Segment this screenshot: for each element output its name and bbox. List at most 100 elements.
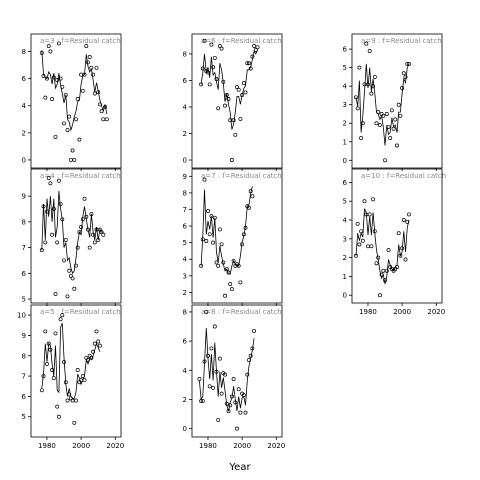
y-tick-label: 0 [183, 425, 187, 433]
y-tick-label: 5 [183, 239, 187, 247]
data-point [395, 265, 399, 269]
data-point [62, 258, 66, 263]
y-tick-label: 7 [22, 373, 26, 381]
data-point [396, 231, 401, 236]
panel-strip-label: a=10 : f=Residual catch [361, 172, 446, 180]
data-point [89, 65, 94, 70]
data-point [209, 42, 214, 47]
data-point [359, 229, 364, 234]
data-point [362, 82, 367, 87]
data-point [89, 212, 94, 217]
data-point [381, 113, 386, 118]
y-tick-label: 0 [343, 157, 347, 165]
data-point [74, 398, 78, 403]
y-tick-label: 2 [343, 254, 347, 262]
y-tick-label: 6 [22, 393, 27, 401]
data-point [74, 263, 78, 268]
y-tick-label: 7 [22, 244, 26, 252]
data-point [84, 44, 89, 49]
data-point [247, 358, 251, 363]
data-point [236, 387, 241, 392]
data-point [60, 84, 65, 89]
data-point [101, 117, 106, 122]
data-point [219, 46, 224, 51]
data-point [207, 384, 212, 389]
data-point [58, 76, 63, 81]
data-point [43, 95, 48, 100]
data-point [202, 177, 207, 182]
data-point [229, 394, 234, 399]
data-point [50, 97, 55, 101]
data-point [104, 117, 109, 122]
data-point [206, 70, 210, 75]
data-point [248, 189, 253, 194]
panel-frame [30, 33, 122, 169]
panel-frame [191, 304, 283, 438]
data-point [381, 268, 386, 273]
x-axis-title: Year [228, 462, 251, 473]
data-point [207, 82, 212, 87]
data-point [245, 372, 250, 377]
data-point [231, 118, 236, 123]
data-point [91, 349, 96, 354]
panel-frame [351, 168, 443, 304]
data-point [101, 232, 106, 237]
data-point [86, 60, 90, 65]
x-tick-label: 1980 [359, 308, 377, 316]
data-point [371, 84, 376, 89]
data-point [204, 309, 209, 314]
data-point [229, 158, 234, 162]
data-point [248, 353, 253, 358]
data-point [53, 134, 58, 139]
data-point [400, 246, 405, 251]
y-tick-label: 4 [183, 103, 188, 111]
data-point [396, 102, 401, 107]
data-point [202, 38, 207, 43]
data-point [55, 404, 60, 409]
x-tick-label: 2020 [106, 442, 124, 450]
data-point [99, 109, 104, 114]
panel-a8: a=8 : f=Residual catch 0 2 4 6 8 1980 2000 2020 [183, 304, 285, 450]
data-point [58, 201, 63, 206]
data-point [91, 72, 96, 77]
data-point [223, 293, 227, 298]
data-point [360, 238, 365, 243]
data-point [360, 121, 365, 126]
panel-a5: a=5 : f=Residual catch 5 6 7 8 9 10 1980 2000 202… [17, 304, 124, 450]
data-point [199, 398, 204, 403]
data-point [97, 102, 102, 107]
data-point [355, 221, 360, 226]
fitted-line [200, 186, 253, 275]
y-tick-label: 8 [22, 48, 26, 56]
data-point [376, 255, 381, 260]
data-point [383, 278, 387, 283]
data-point [46, 176, 51, 181]
data-point [79, 72, 84, 77]
data-point [70, 148, 75, 153]
panel-strip-label: a=6 : f=Residual catch [201, 37, 282, 45]
data-point [384, 268, 389, 273]
data-point [209, 214, 214, 219]
panel-a10: a=10 : f=Residual catch 0 1 2 3 4 5 6 1980 2000 20… [343, 168, 446, 316]
data-point [55, 240, 60, 245]
y-tick-label: 2 [22, 129, 26, 137]
data-point [379, 272, 384, 277]
data-point [91, 232, 96, 237]
data-point [70, 276, 75, 281]
data-point [60, 313, 65, 318]
data-point [241, 232, 246, 237]
data-point [217, 356, 222, 361]
data-point [224, 93, 229, 97]
data-point [224, 401, 229, 406]
panel-strip-label: a=7 : f=Residual catch [201, 172, 282, 180]
data-point [216, 106, 221, 111]
data-point [96, 339, 101, 344]
data-point [65, 128, 70, 133]
panel-frame [191, 33, 283, 169]
y-tick-label: 8 [22, 218, 26, 226]
data-point [65, 294, 70, 299]
data-point [377, 293, 382, 298]
data-point [236, 87, 241, 92]
data-point [240, 93, 245, 97]
data-point [214, 260, 219, 265]
